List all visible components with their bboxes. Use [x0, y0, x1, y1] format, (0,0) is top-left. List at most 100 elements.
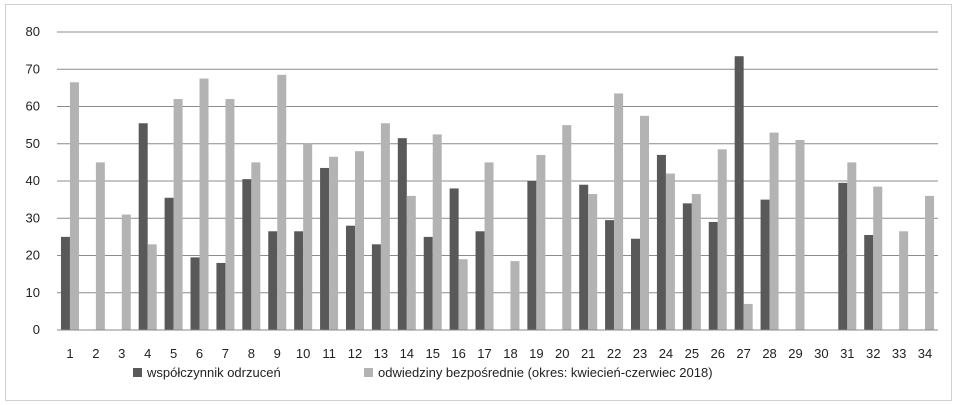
bar-series-2-cat-9 — [277, 74, 287, 331]
bar-series-2-cat-5 — [173, 99, 183, 330]
y-tick-label: 10 — [26, 285, 40, 300]
bar-series-2-cat-27 — [743, 303, 753, 330]
bar-series-2-cat-8 — [251, 162, 261, 330]
bar-series-1-cat-12 — [345, 225, 355, 330]
bar-series-1-cat-27 — [734, 56, 744, 331]
x-tick-label: 15 — [425, 346, 439, 361]
bar-series-1-cat-10 — [294, 231, 304, 330]
x-tick-label: 7 — [222, 346, 229, 361]
y-tick-label: 30 — [26, 210, 40, 225]
bar-series-2-cat-13 — [380, 123, 390, 330]
bar-series-1-cat-32 — [864, 235, 874, 330]
gridlines — [57, 31, 938, 294]
bar-series-2-cat-25 — [691, 194, 701, 330]
x-tick-label: 29 — [788, 346, 802, 361]
bar-series-1-cat-17 — [475, 231, 485, 330]
x-tick-label: 24 — [659, 346, 673, 361]
legend-label-series-1: współczynnik odrzuceń — [146, 365, 281, 380]
bar-series-2-cat-4 — [147, 244, 157, 330]
x-tick-label: 32 — [866, 346, 880, 361]
bar-series-2-cat-6 — [199, 78, 209, 330]
y-tick-label: 80 — [26, 24, 40, 39]
x-tick-label: 4 — [144, 346, 151, 361]
bar-series-2-cat-10 — [303, 143, 313, 330]
x-tick-label: 2 — [92, 346, 99, 361]
x-tick-label: 34 — [918, 346, 932, 361]
x-tick-label: 10 — [296, 346, 310, 361]
bar-series-1-cat-19 — [527, 181, 537, 330]
y-axis-tick-labels: 0 10 20 30 40 50 60 70 80 — [26, 24, 40, 337]
bar-series-2-cat-12 — [354, 151, 364, 330]
x-tick-label: 11 — [322, 346, 336, 361]
bar-series-2-cat-33 — [899, 231, 909, 330]
x-tick-label: 8 — [248, 346, 255, 361]
bar-series-2-cat-24 — [665, 173, 675, 330]
x-tick-label: 12 — [348, 346, 362, 361]
x-axis-tick-labels: 1 2 3 4 5 6 7 8 9 10 11 12 13 14 15 16 17 18 19 20 21 22 23 24 2… — [66, 346, 932, 361]
y-tick-label: 60 — [26, 99, 40, 114]
bar-series-2-cat-29 — [795, 140, 805, 330]
bar-series-2-cat-19 — [536, 154, 546, 330]
bar-series-1-cat-24 — [656, 154, 666, 330]
bar-series-1-cat-16 — [449, 188, 459, 330]
bar-series-2-cat-3 — [121, 214, 131, 330]
bar-series-1-cat-8 — [242, 179, 252, 330]
x-tick-label: 6 — [196, 346, 203, 361]
bar-series-2-cat-14 — [406, 195, 416, 330]
bar-series-2-cat-17 — [484, 162, 494, 330]
x-tick-label: 17 — [477, 346, 491, 361]
bar-series-1-cat-31 — [838, 182, 848, 330]
bar-series-2-cat-28 — [769, 132, 779, 330]
x-tick-label: 18 — [503, 346, 517, 361]
x-tick-label: 20 — [555, 346, 569, 361]
x-tick-label: 16 — [451, 346, 465, 361]
y-tick-label: 20 — [26, 248, 40, 263]
bar-series-2-cat-23 — [640, 115, 650, 330]
bar-series-2-cat-34 — [925, 195, 935, 330]
bar-series-2-cat-15 — [432, 134, 442, 330]
bar-series-1-cat-7 — [216, 262, 226, 330]
legend: współczynnik odrzuceń odwiedziny bezpośr… — [133, 365, 713, 380]
bar-series-1-cat-4 — [138, 123, 148, 330]
x-tick-label: 22 — [607, 346, 621, 361]
bar-series-1-cat-5 — [164, 197, 174, 330]
bar-series-2-cat-32 — [873, 186, 883, 330]
bar-series-1-cat-25 — [682, 203, 692, 330]
bar-series-2-cat-1 — [69, 82, 79, 330]
bar-series-1-cat-28 — [760, 199, 770, 330]
x-tick-label: 14 — [400, 346, 414, 361]
y-tick-label: 40 — [26, 173, 40, 188]
x-tick-label: 3 — [118, 346, 125, 361]
x-tick-label: 5 — [170, 346, 177, 361]
bar-series-2-cat-7 — [225, 99, 235, 330]
x-tick-label: 28 — [762, 346, 776, 361]
bar-series-2-cat-31 — [847, 162, 857, 330]
bar-series-2-cat-16 — [458, 259, 468, 330]
bar-series-1-cat-6 — [190, 257, 200, 330]
bar-series-2-cat-11 — [329, 156, 339, 330]
bar-series-1-cat-1 — [60, 236, 70, 330]
bar-series-1-cat-13 — [371, 244, 381, 330]
x-tick-label: 21 — [581, 346, 595, 361]
bar-series-2-cat-18 — [510, 261, 520, 330]
chart-frame — [5, 4, 952, 401]
x-tick-label: 19 — [529, 346, 543, 361]
legend-swatch-series-1 — [133, 368, 142, 377]
bar-series-2-cat-26 — [717, 149, 727, 330]
x-tick-label: 26 — [711, 346, 725, 361]
x-tick-label: 31 — [840, 346, 854, 361]
bar-series-1-cat-21 — [579, 184, 589, 330]
x-tick-label: 33 — [892, 346, 906, 361]
bar-series-1-cat-11 — [320, 167, 330, 330]
x-tick-label: 13 — [374, 346, 388, 361]
y-tick-label: 50 — [26, 136, 40, 151]
bar-series-1-cat-22 — [605, 220, 615, 330]
bar-series-2-cat-21 — [588, 194, 598, 330]
x-tick-label: 9 — [274, 346, 281, 361]
bar-series-1-cat-9 — [268, 231, 278, 330]
bar-series-1-cat-26 — [708, 221, 718, 330]
x-tick-label: 27 — [736, 346, 750, 361]
bars — [60, 56, 935, 331]
x-tick-label: 1 — [66, 346, 73, 361]
